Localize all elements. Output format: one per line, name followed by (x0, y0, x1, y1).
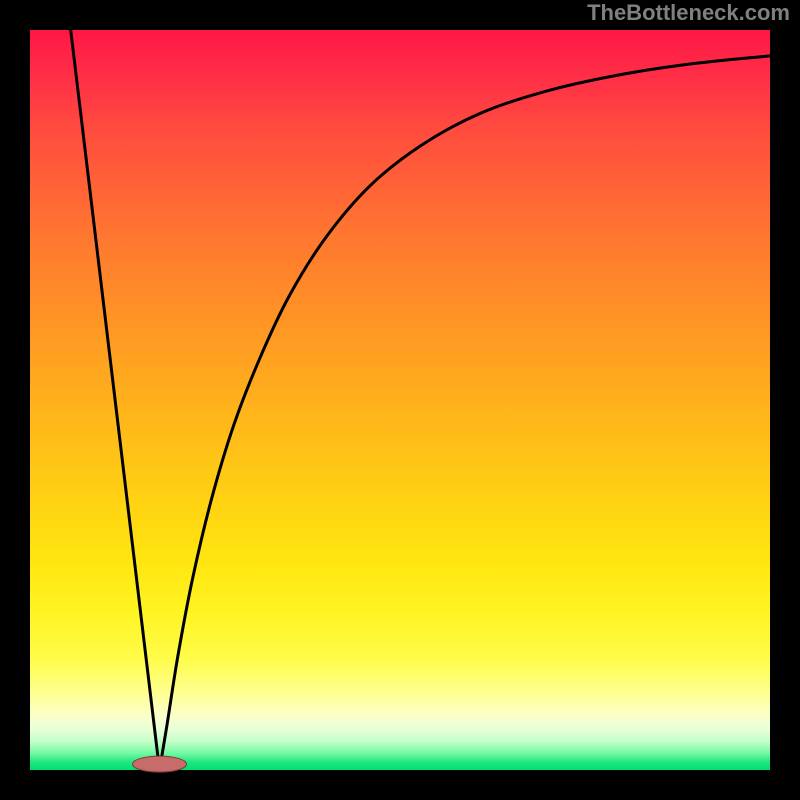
chart-container: { "attribution": { "text": "TheBottlenec… (0, 0, 800, 800)
optimum-marker (133, 756, 187, 772)
bottleneck-chart (0, 0, 800, 800)
attribution-text: TheBottleneck.com (587, 0, 790, 26)
plot-background (30, 30, 770, 770)
